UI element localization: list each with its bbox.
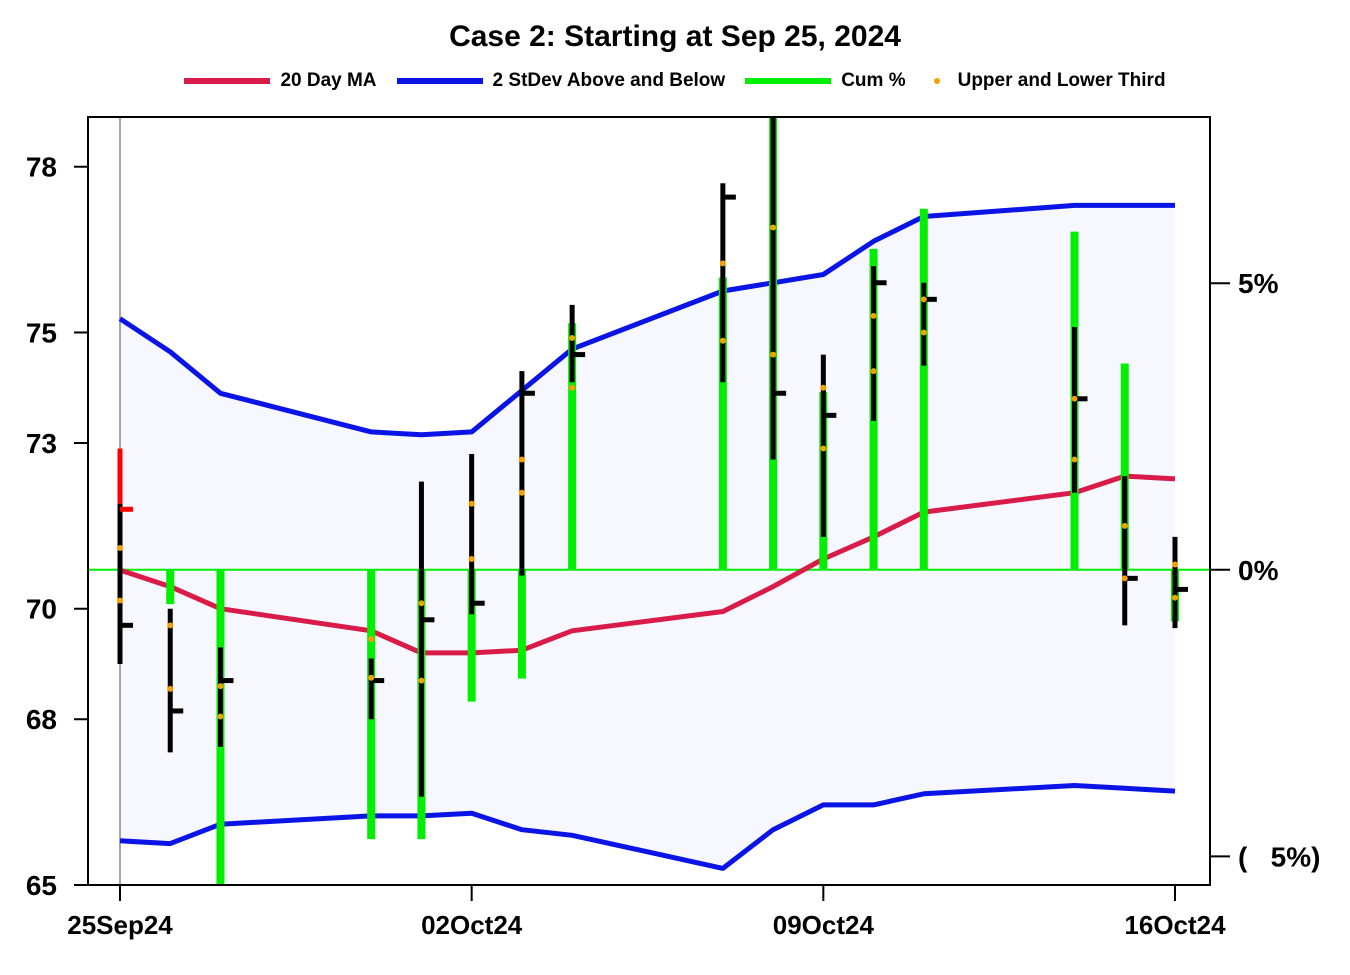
y-right-tick-label-1: 0% bbox=[1238, 555, 1279, 586]
third-dot-6-0 bbox=[518, 456, 525, 463]
plot-frame bbox=[87, 116, 1211, 886]
legend-label-stdev: 2 StDev Above and Below bbox=[492, 70, 726, 91]
legend-item-thirds: Upper and Lower Third bbox=[926, 70, 1166, 92]
third-dot-4-0 bbox=[418, 600, 425, 607]
x-tick-label-3: 16Oct24 bbox=[1124, 910, 1226, 940]
legend-label-cum: Cum % bbox=[841, 70, 906, 91]
legend-swatch-stdev bbox=[396, 78, 483, 84]
legend-label-thirds: Upper and Lower Third bbox=[957, 70, 1166, 91]
third-dot-7-1 bbox=[569, 384, 576, 391]
y-left-tick-label-1: 68 bbox=[26, 704, 57, 735]
third-dot-6-1 bbox=[518, 489, 525, 496]
legend: 20 Day MA 2 StDev Above and Below Cum % … bbox=[0, 70, 1350, 92]
third-dot-5-0 bbox=[468, 500, 475, 507]
legend-swatch-cum bbox=[745, 78, 832, 84]
third-dot-10-1 bbox=[820, 445, 827, 452]
third-dot-3-1 bbox=[368, 674, 375, 681]
third-dot-11-0 bbox=[870, 312, 877, 319]
third-dot-0-0 bbox=[117, 544, 123, 551]
third-dot-10-0 bbox=[820, 384, 827, 391]
y-right-tick-label-0: 5% bbox=[1238, 268, 1279, 299]
third-dot-12-0 bbox=[920, 296, 927, 303]
y-left-tick-label-0: 65 bbox=[26, 870, 57, 901]
legend-item-ma: 20 Day MA bbox=[184, 70, 377, 92]
stdev-band-fill bbox=[120, 205, 1175, 869]
legend-swatch-thirds bbox=[933, 78, 940, 84]
y-left-tick-label-4: 75 bbox=[26, 317, 57, 348]
y-left-tick-label-5: 78 bbox=[26, 152, 57, 183]
third-dot-15-1 bbox=[1172, 594, 1178, 601]
y-right-tick-label-2: ( 5%) bbox=[1238, 841, 1320, 872]
third-dot-14-1 bbox=[1121, 575, 1128, 582]
ma20-line bbox=[119, 473, 1176, 656]
upper-band-line bbox=[118, 202, 1175, 438]
legend-swatch-ma bbox=[184, 78, 271, 84]
legend-label-ma: 20 Day MA bbox=[280, 70, 377, 91]
third-dot-0-1 bbox=[117, 597, 123, 604]
third-dot-15-0 bbox=[1172, 561, 1178, 568]
third-dot-1-0 bbox=[167, 622, 174, 629]
third-dot-1-1 bbox=[167, 685, 174, 692]
third-dot-4-1 bbox=[418, 677, 425, 684]
third-dot-2-1 bbox=[217, 713, 224, 720]
y-left-tick-label-3: 73 bbox=[26, 428, 57, 459]
chart-title: Case 2: Starting at Sep 25, 2024 bbox=[449, 20, 901, 53]
third-dot-9-1 bbox=[770, 351, 777, 358]
legend-item-cum: Cum % bbox=[745, 70, 906, 92]
y-left-tick-label-2: 70 bbox=[26, 594, 57, 625]
third-dot-11-1 bbox=[870, 368, 877, 375]
third-dot-7-0 bbox=[569, 335, 576, 342]
third-dot-13-1 bbox=[1071, 456, 1078, 463]
third-dot-9-0 bbox=[770, 224, 777, 231]
lower-band-line bbox=[119, 783, 1176, 871]
third-dot-8-1 bbox=[719, 337, 726, 344]
x-tick-label-2: 09Oct24 bbox=[773, 910, 875, 940]
x-tick-label-1: 02Oct24 bbox=[421, 910, 523, 940]
third-dot-13-0 bbox=[1071, 395, 1078, 402]
legend-item-stdev: 2 StDev Above and Below bbox=[396, 70, 726, 92]
third-dot-14-0 bbox=[1121, 522, 1128, 529]
x-tick-label-0: 25Sep24 bbox=[67, 910, 173, 940]
third-dot-8-0 bbox=[719, 260, 726, 267]
plot-area bbox=[88, 117, 1210, 885]
third-dot-12-1 bbox=[920, 329, 927, 336]
third-dot-5-1 bbox=[468, 556, 475, 563]
third-dot-2-0 bbox=[217, 683, 224, 690]
third-dot-3-0 bbox=[368, 636, 375, 643]
